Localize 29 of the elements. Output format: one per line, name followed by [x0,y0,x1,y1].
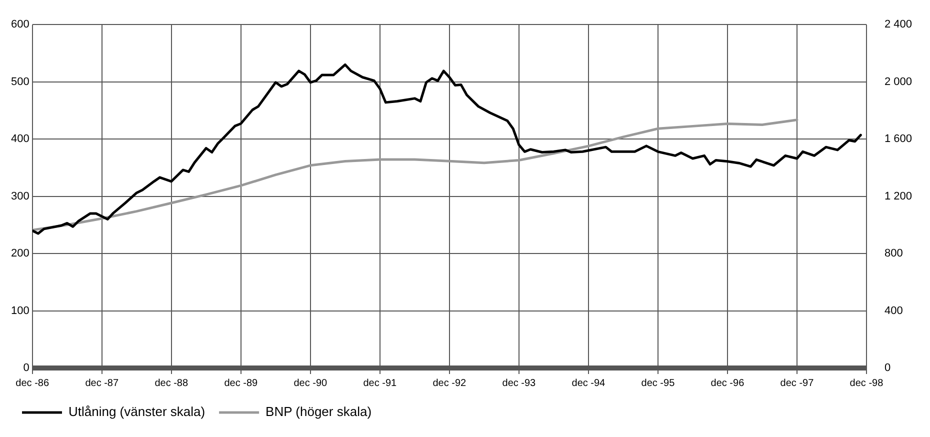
x-tick-label: dec -93 [502,378,536,389]
x-tick-label: dec -88 [154,378,188,389]
x-tick-label: dec -87 [85,378,119,389]
y2-tick-label: 800 [884,248,903,260]
x-tick-label: dec -86 [16,378,50,389]
y2-tick-label: 1 600 [884,133,912,146]
x-tick-label: dec -95 [641,378,676,389]
x-tick-label: dec -91 [363,378,398,389]
y-tick-label: 100 [10,304,30,317]
y2-tick-label: 2 000 [884,76,912,88]
x-tick-label: dec -98 [850,378,884,389]
y-tick-label: 400 [10,133,30,146]
y-tick-label: 300 [10,190,30,202]
x-tick-label: dec -96 [710,378,745,389]
x-tick-label: dec -97 [780,378,814,389]
y2-tick-label: 400 [884,304,903,317]
y2-tick-label: 1 200 [884,190,912,202]
x-tick-label: dec -90 [294,378,328,389]
y-tick-label: 0 [23,362,30,374]
y2-tick-label: 2 400 [884,18,912,31]
x-tick-label: dec -92 [432,378,467,389]
y-tick-label: 500 [10,76,30,88]
x-tick-label: dec -94 [572,378,606,389]
y2-tick-label: 0 [884,362,891,374]
legend-label: BNP (höger skala) [266,404,372,420]
y-tick-label: 600 [10,18,30,31]
legend-label: Utlåning (vänster skala) [68,404,206,420]
y-tick-label: 200 [10,248,30,260]
x-tick-label: dec -89 [224,378,258,389]
